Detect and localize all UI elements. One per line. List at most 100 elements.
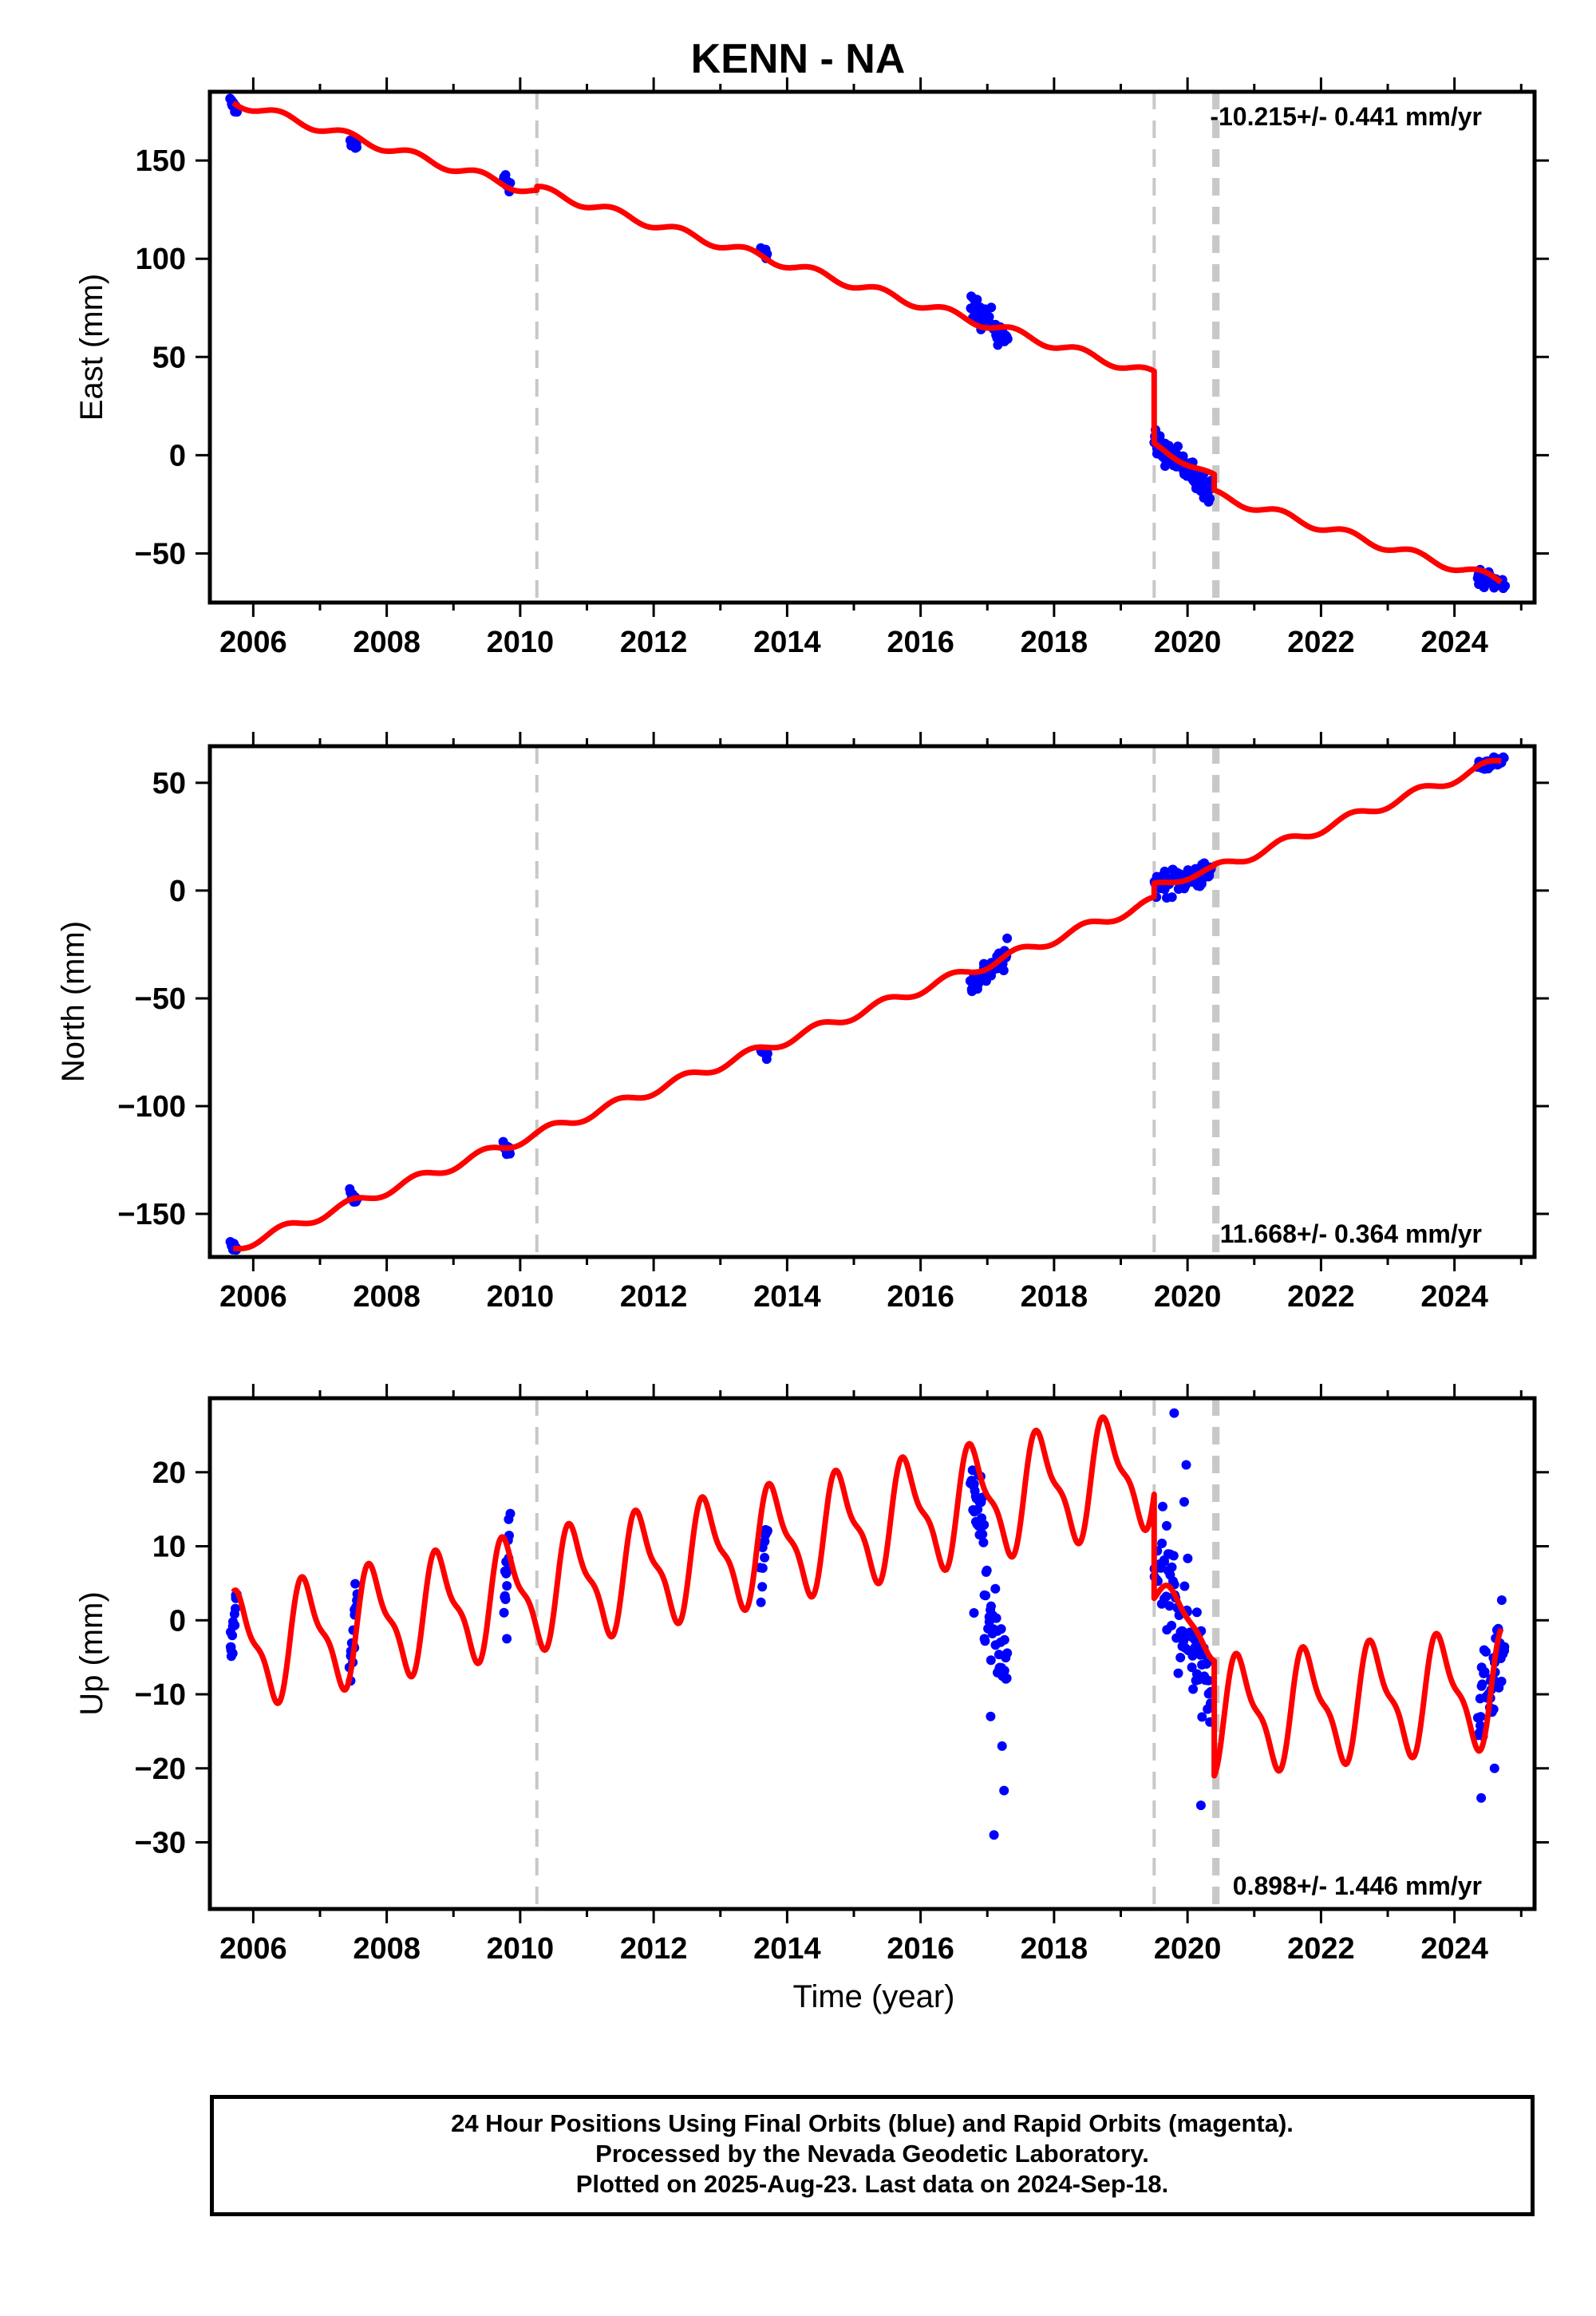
data-point: [1496, 1676, 1507, 1686]
data-point: [1162, 1520, 1171, 1531]
data-points: [225, 93, 1511, 594]
y-tick-label: −30: [135, 1827, 186, 1860]
data-point: [989, 1830, 999, 1840]
x-tick-label: 2014: [753, 1932, 821, 1966]
data-point: [1002, 334, 1013, 344]
y-tick-label: 20: [152, 1456, 186, 1490]
panel-3: 2006 2008 2010 2012 2014 2016 2018 2020 2022 2024…: [74, 1384, 1549, 1966]
data-point: [999, 1785, 1009, 1796]
x-tick-label: 2012: [620, 1932, 688, 1966]
data-point: [1191, 1607, 1202, 1618]
x-tick-label: 2020: [1154, 1280, 1222, 1314]
chart-title: KENN - NA: [690, 36, 906, 82]
data-point: [227, 1630, 238, 1641]
data-point: [1195, 1800, 1206, 1811]
data-point: [979, 1520, 990, 1530]
data-point: [981, 1591, 990, 1601]
data-point: [1169, 1408, 1179, 1418]
y-tick-label: 0: [169, 1604, 186, 1638]
data-point: [978, 1537, 989, 1547]
footer-line: Plotted on 2025-Aug-23. Last data on 202…: [575, 2170, 1169, 2198]
data-point: [757, 1582, 768, 1592]
data-point: [1203, 1675, 1214, 1686]
data-point: [996, 1624, 1006, 1634]
y-tick-label: 50: [152, 767, 186, 800]
plot-frame: [207, 744, 1537, 1259]
x-tick-label: 2024: [1420, 1280, 1488, 1314]
x-tick-label: 2022: [1287, 1932, 1355, 1966]
data-point: [1479, 1666, 1490, 1677]
data-point: [997, 1741, 1007, 1751]
data-point: [227, 1648, 238, 1658]
data-point: [1173, 441, 1183, 452]
x-tick-label: 2016: [887, 626, 954, 659]
y-tick-label: 50: [152, 341, 186, 374]
data-point: [986, 1655, 996, 1666]
data-point: [1178, 451, 1188, 461]
data-point: [991, 1613, 1001, 1623]
data-point: [1179, 1496, 1189, 1507]
data-point: [1167, 1562, 1177, 1572]
data-point: [1167, 1620, 1177, 1630]
y-tick-label: −50: [135, 982, 186, 1016]
data-point: [973, 1504, 983, 1515]
y-tick-label: −20: [135, 1753, 186, 1786]
rate-label: 11.668+/- 0.364 mm/yr: [1220, 1219, 1482, 1248]
plot-area: [225, 746, 1509, 1257]
data-point: [998, 966, 1009, 975]
data-point: [1477, 1679, 1487, 1690]
data-point: [1187, 1662, 1197, 1673]
rate-label: 0.898+/- 1.446 mm/yr: [1233, 1871, 1482, 1900]
data-point: [1205, 493, 1215, 504]
x-tick-label: 2016: [887, 1280, 954, 1314]
model-line: [231, 1414, 1504, 1779]
footer-line: 24 Hour Positions Using Final Orbits (bl…: [451, 2109, 1294, 2137]
data-point: [762, 1526, 772, 1535]
data-point: [978, 1529, 988, 1539]
y-axis-label: Up (mm): [74, 1591, 109, 1716]
data-point: [1188, 1684, 1199, 1694]
data-point: [969, 1608, 979, 1618]
plot-frame: [207, 89, 1537, 605]
x-tick-label: 2016: [887, 1932, 954, 1966]
plot-frame: [207, 1396, 1537, 1911]
data-point: [760, 1552, 770, 1563]
plot-area: [225, 92, 1511, 603]
data-point: [1179, 1581, 1190, 1591]
data-point: [231, 1603, 240, 1614]
data-point: [352, 142, 361, 152]
data-point: [1476, 1712, 1486, 1722]
x-tick-label: 2010: [487, 626, 555, 659]
y-tick-label: 0: [169, 439, 186, 472]
x-tick-label: 2022: [1287, 626, 1355, 659]
data-point: [500, 1595, 511, 1604]
y-tick-label: 100: [136, 243, 186, 276]
x-tick-label: 2014: [753, 1280, 821, 1314]
data-point: [499, 1607, 509, 1618]
data-point: [1181, 1460, 1191, 1470]
data-point: [999, 1666, 1009, 1676]
data-points: [225, 1408, 1510, 1840]
data-point: [505, 1148, 515, 1159]
x-tick-label: 2012: [620, 626, 688, 659]
plot-area: [225, 1398, 1510, 1909]
data-point: [1167, 892, 1177, 903]
x-axis-label: Time (year): [792, 1979, 955, 2014]
data-points: [225, 752, 1509, 1255]
data-point: [1499, 753, 1509, 763]
data-point: [1481, 1646, 1491, 1657]
data-point: [756, 1597, 766, 1607]
data-point: [1002, 1648, 1013, 1658]
data-point: [350, 1579, 361, 1589]
y-tick-label: 10: [152, 1531, 186, 1564]
data-point: [505, 1508, 516, 1519]
y-tick-label: 0: [169, 875, 186, 908]
x-tick-label: 2020: [1154, 626, 1222, 659]
x-tick-label: 2008: [353, 1932, 421, 1966]
data-point: [230, 1620, 240, 1630]
data-point: [1159, 1556, 1169, 1567]
data-point: [757, 1563, 768, 1573]
data-point: [1496, 1595, 1507, 1605]
model-line: [231, 101, 1503, 585]
x-tick-label: 2008: [353, 626, 421, 659]
